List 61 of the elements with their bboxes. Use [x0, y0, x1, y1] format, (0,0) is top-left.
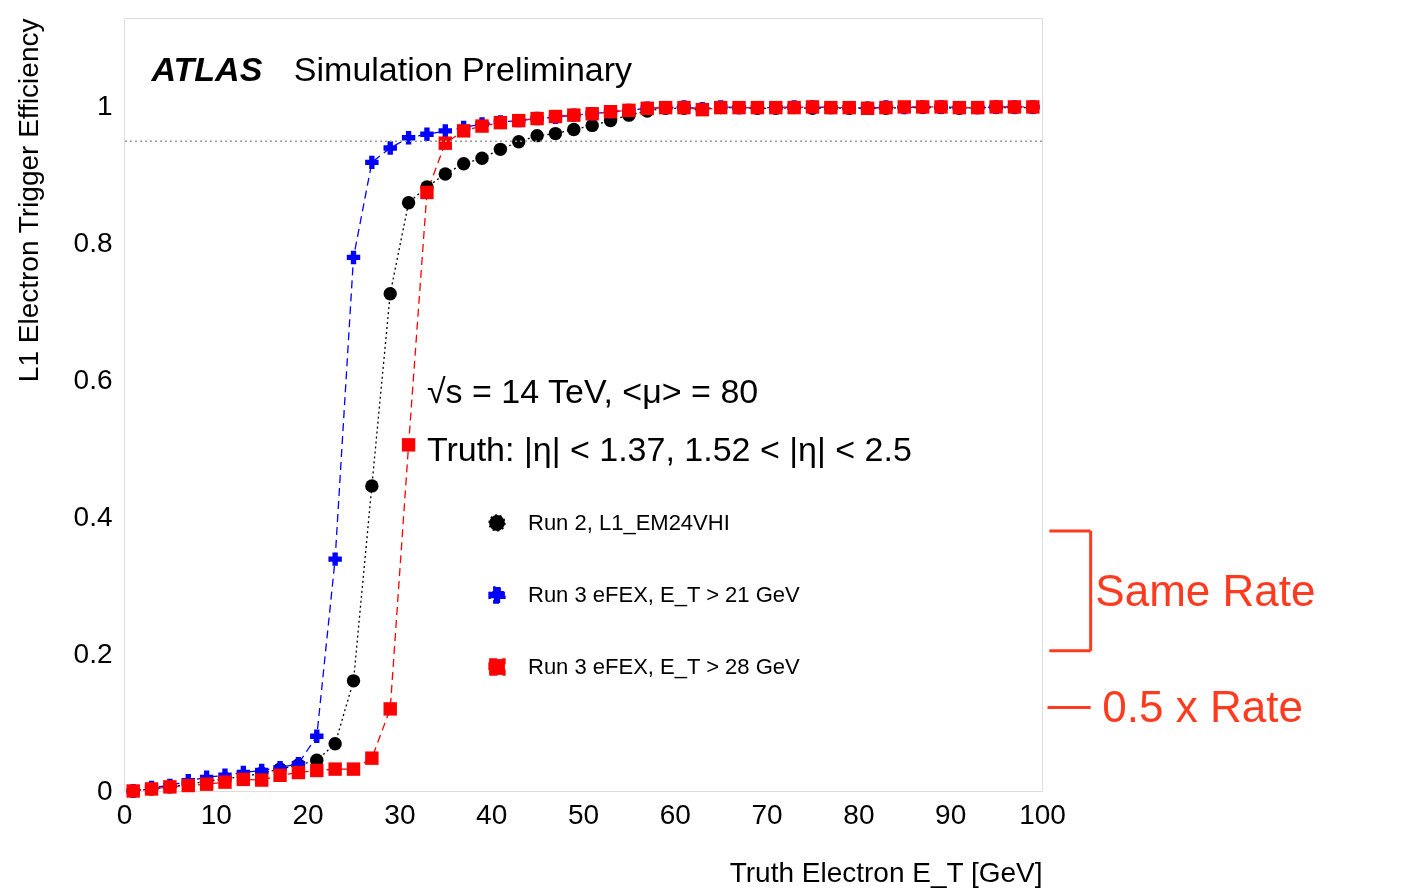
- point: [438, 136, 453, 150]
- y-tick-label: 0: [96, 774, 113, 806]
- annotation: ATLAS: [150, 50, 263, 89]
- x-tick-label: 90: [935, 798, 967, 830]
- x-tick-label: 30: [384, 798, 416, 830]
- point: [254, 773, 269, 787]
- annotation: √s = 14 TeV, <μ> = 80: [426, 371, 759, 410]
- point: [548, 126, 563, 141]
- point: [346, 674, 361, 688]
- point: [346, 250, 361, 265]
- y-tick-label: 1: [96, 90, 113, 122]
- x-tick-label: 20: [292, 798, 324, 830]
- point: [456, 124, 471, 138]
- point: [456, 157, 471, 171]
- point: [328, 762, 342, 776]
- point: [438, 167, 453, 181]
- point: [346, 762, 361, 776]
- point: [585, 118, 599, 133]
- point: [530, 128, 544, 143]
- annotation: Simulation Preliminary: [293, 50, 633, 89]
- x-tick-label: 50: [567, 798, 600, 830]
- x-tick-label: 10: [200, 798, 232, 830]
- point: [420, 185, 434, 200]
- point: [493, 142, 508, 157]
- point: [401, 438, 416, 452]
- x-tick-label: 70: [751, 798, 783, 830]
- point: [438, 124, 453, 138]
- x-tick-label: 80: [843, 798, 875, 830]
- point: [291, 765, 306, 780]
- point: [328, 737, 342, 751]
- point: [512, 135, 526, 149]
- point: [475, 151, 489, 165]
- y-axis-title: L1 Electron Trigger Efficiency: [12, 18, 44, 383]
- point: [365, 479, 379, 493]
- point: [383, 286, 397, 301]
- point: [310, 729, 324, 743]
- y-tick-label: 0.8: [73, 227, 113, 259]
- legend-label: Run 3 eFEX, E_T > 21 GeV: [528, 582, 801, 607]
- point: [383, 702, 397, 716]
- legend-label: Run 3 eFEX, E_T > 28 GeV: [528, 654, 801, 679]
- point: [310, 763, 324, 778]
- point: [365, 155, 379, 170]
- annotation: Truth: |η| < 1.37, 1.52 < |η| < 2.5: [426, 430, 912, 469]
- text: 0.5 x Rate: [1102, 681, 1303, 731]
- x-tick-label: 60: [659, 798, 691, 830]
- point: [401, 196, 416, 210]
- point: [383, 141, 397, 155]
- y-tick-label: 0.4: [73, 500, 113, 532]
- point: [328, 552, 342, 566]
- y-tick-label: 0.2: [73, 637, 113, 669]
- x-axis-title: Truth Electron E_T [GeV]: [729, 856, 1043, 888]
- point: [420, 127, 434, 141]
- point: [365, 751, 379, 765]
- text: Same Rate: [1095, 565, 1316, 615]
- legend-label: Run 2, L1_EM24VHI: [528, 510, 730, 535]
- point: [567, 122, 581, 137]
- x-tick-label: 0: [116, 798, 133, 830]
- x-tick-label: 100: [1019, 798, 1066, 830]
- y-tick-label: 0.6: [73, 364, 113, 396]
- point: [273, 768, 287, 782]
- x-tick-label: 40: [476, 798, 508, 830]
